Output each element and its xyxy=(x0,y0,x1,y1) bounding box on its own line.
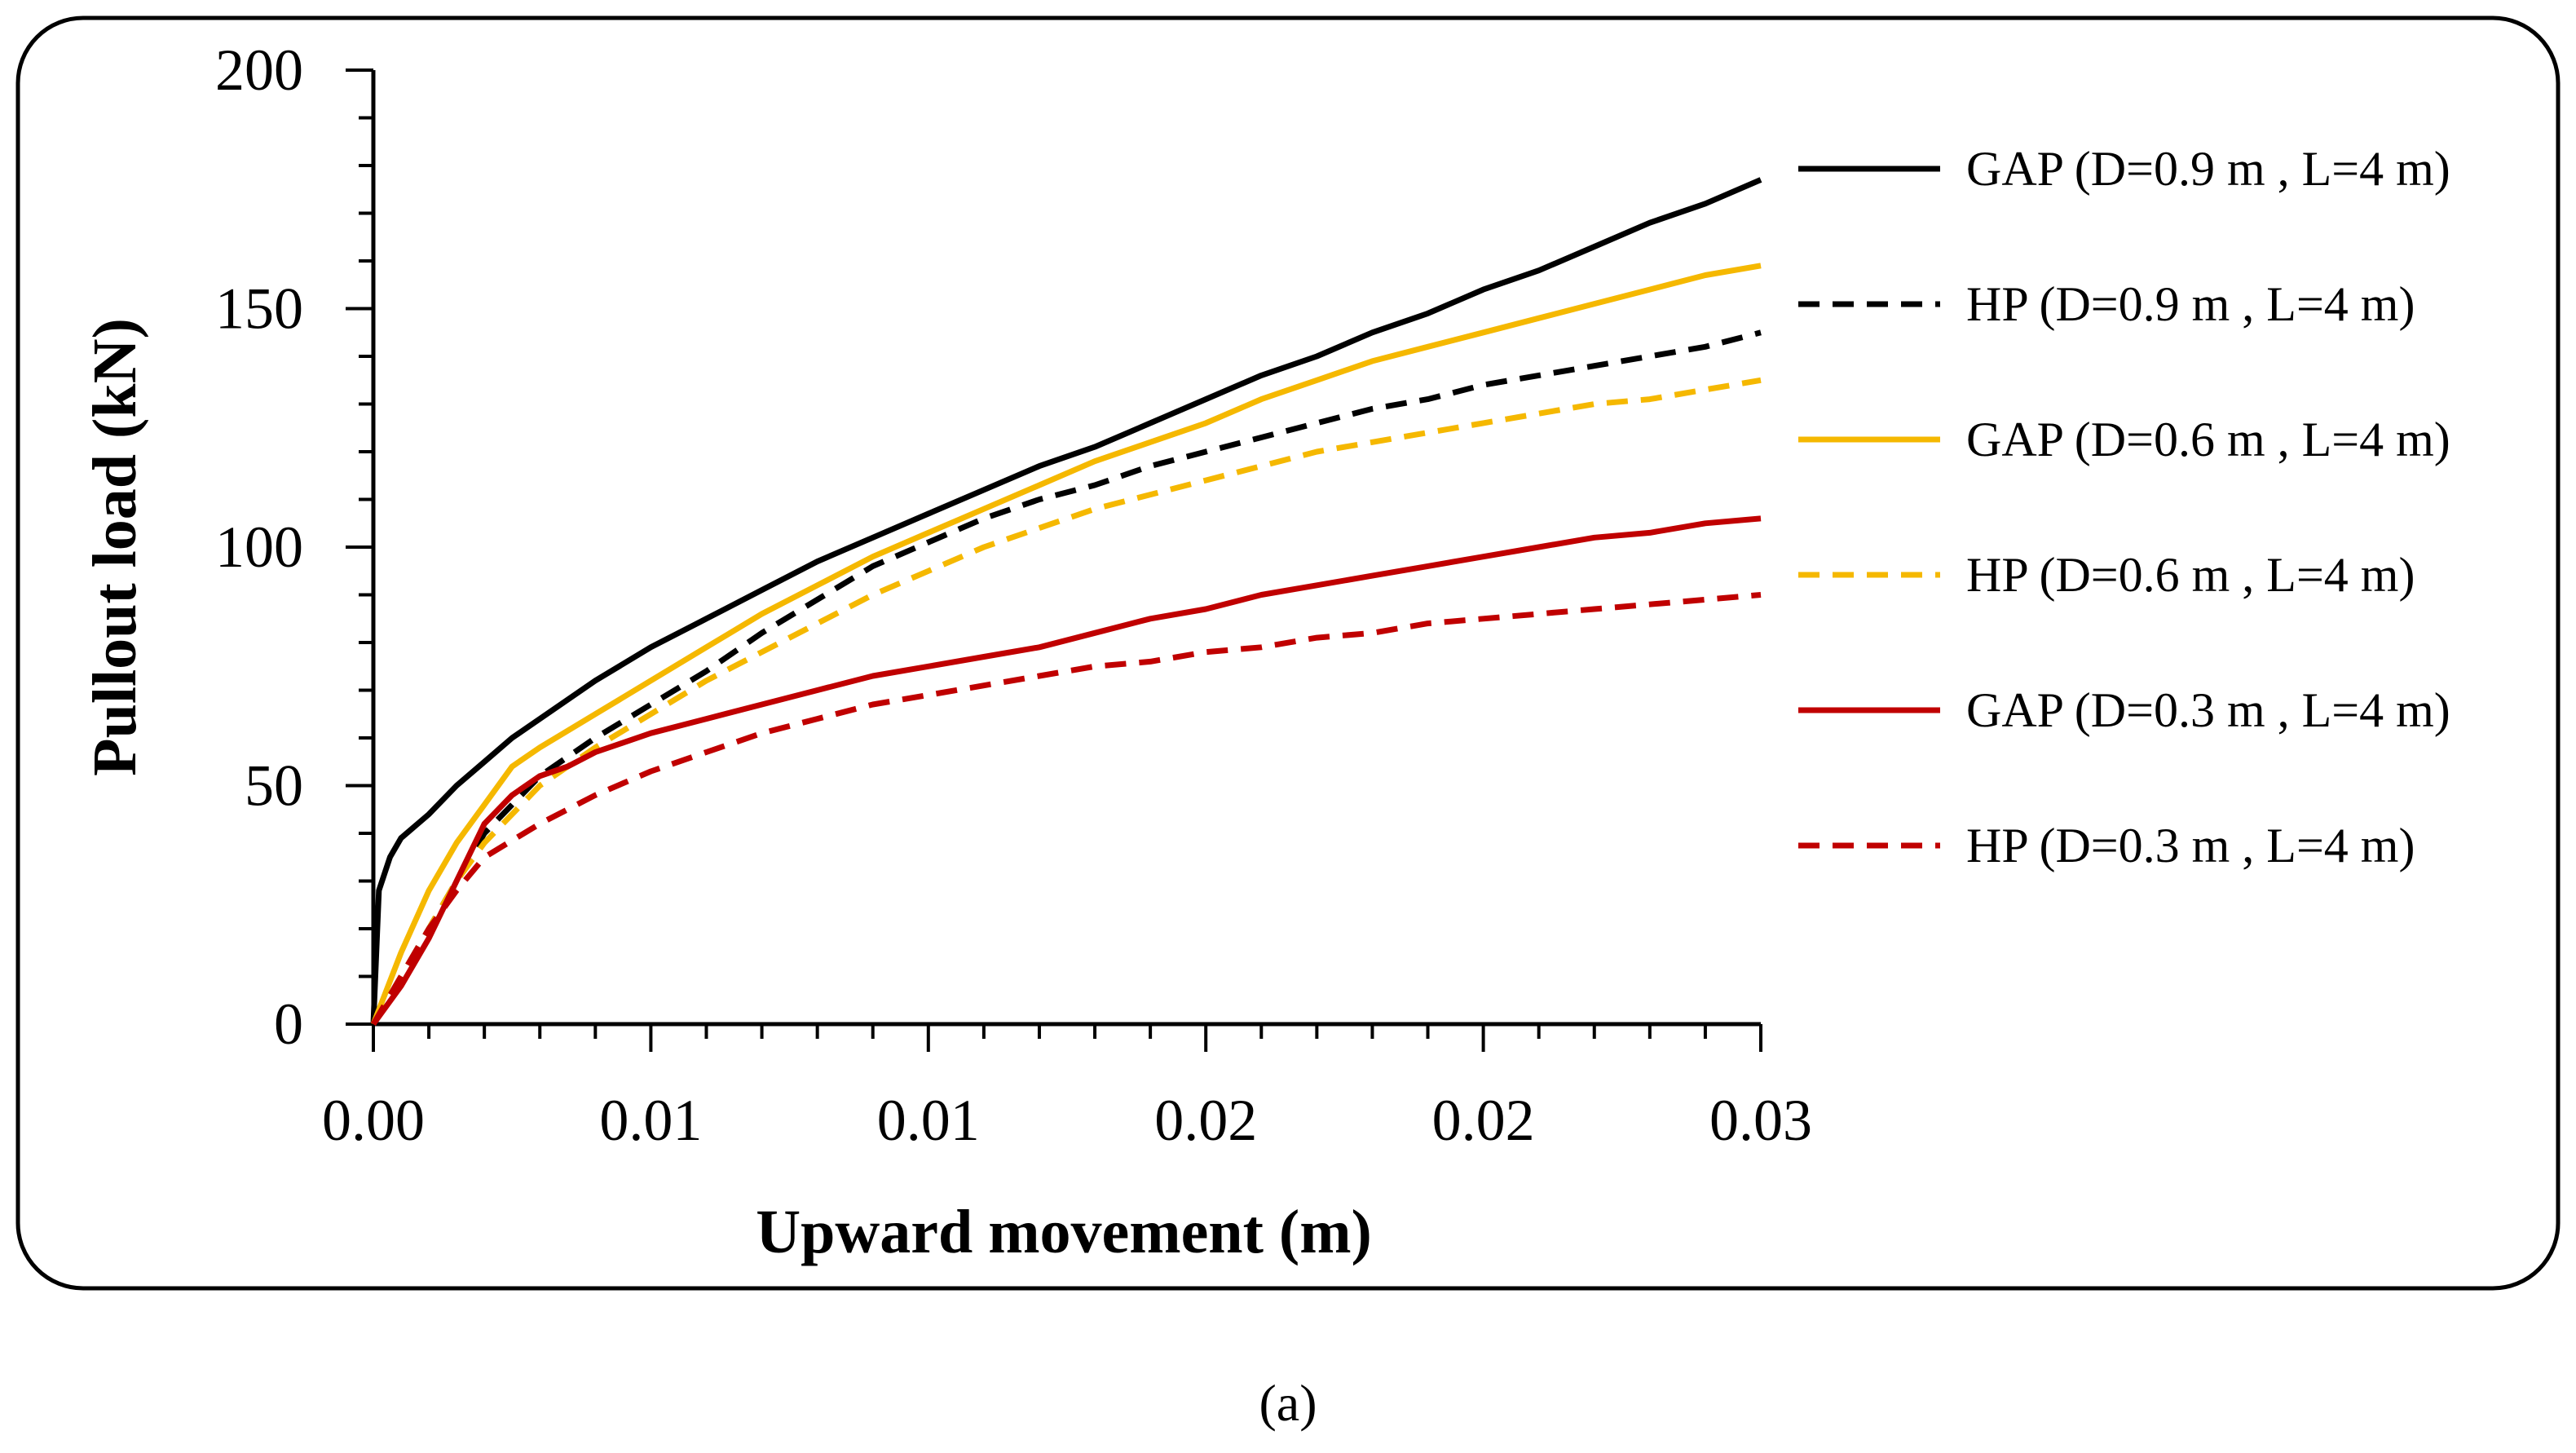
x-axis-title: Upward movement (m) xyxy=(756,1198,1372,1266)
y-tick-label: 0 xyxy=(274,991,303,1057)
y-tick-label: 100 xyxy=(215,515,303,580)
legend: GAP (D=0.9 m , L=4 m) HP (D=0.9 m , L=4 m… xyxy=(1798,142,2450,872)
y-axis-tick-labels: 0 50 100 150 200 xyxy=(215,38,303,1057)
legend-label-1: GAP (D=0.9 m , L=4 m) xyxy=(1966,142,2450,196)
x-axis-tick-labels: 0.00 0.01 0.01 0.02 0.02 0.03 xyxy=(322,1088,1812,1153)
series-line-4 xyxy=(370,377,1762,1026)
y-tick-label: 50 xyxy=(245,753,303,819)
y-axis-title: Pullout load (kN) xyxy=(81,318,149,776)
series-lines xyxy=(370,177,1762,1027)
x-tick-label: 0.02 xyxy=(1432,1088,1535,1153)
series-line-5 xyxy=(371,515,1762,1027)
x-axis-ticks xyxy=(372,1024,1762,1052)
figure-caption: (a) xyxy=(1259,1374,1317,1432)
legend-label-6: HP (D=0.3 m , L=4 m) xyxy=(1966,819,2415,872)
y-axis-ticks xyxy=(346,68,373,1026)
series-line-1 xyxy=(370,177,1762,1025)
y-tick-label: 150 xyxy=(215,276,303,342)
y-tick-label: 200 xyxy=(215,38,303,103)
chart-frame xyxy=(15,15,2561,1291)
x-tick-label: 0.00 xyxy=(322,1088,425,1153)
x-tick-label: 0.01 xyxy=(599,1088,702,1153)
legend-label-2: HP (D=0.9 m , L=4 m) xyxy=(1966,277,2415,331)
legend-label-4: HP (D=0.6 m , L=4 m) xyxy=(1966,548,2415,602)
series-line-3 xyxy=(370,263,1762,1026)
series-line-2 xyxy=(370,329,1762,1026)
legend-label-3: GAP (D=0.6 m , L=4 m) xyxy=(1966,413,2450,466)
x-tick-label: 0.01 xyxy=(877,1088,980,1153)
x-tick-label: 0.02 xyxy=(1154,1088,1257,1153)
legend-label-5: GAP (D=0.3 m , L=4 m) xyxy=(1966,683,2450,737)
series-line-6 xyxy=(370,592,1762,1026)
x-tick-label: 0.03 xyxy=(1709,1088,1812,1153)
